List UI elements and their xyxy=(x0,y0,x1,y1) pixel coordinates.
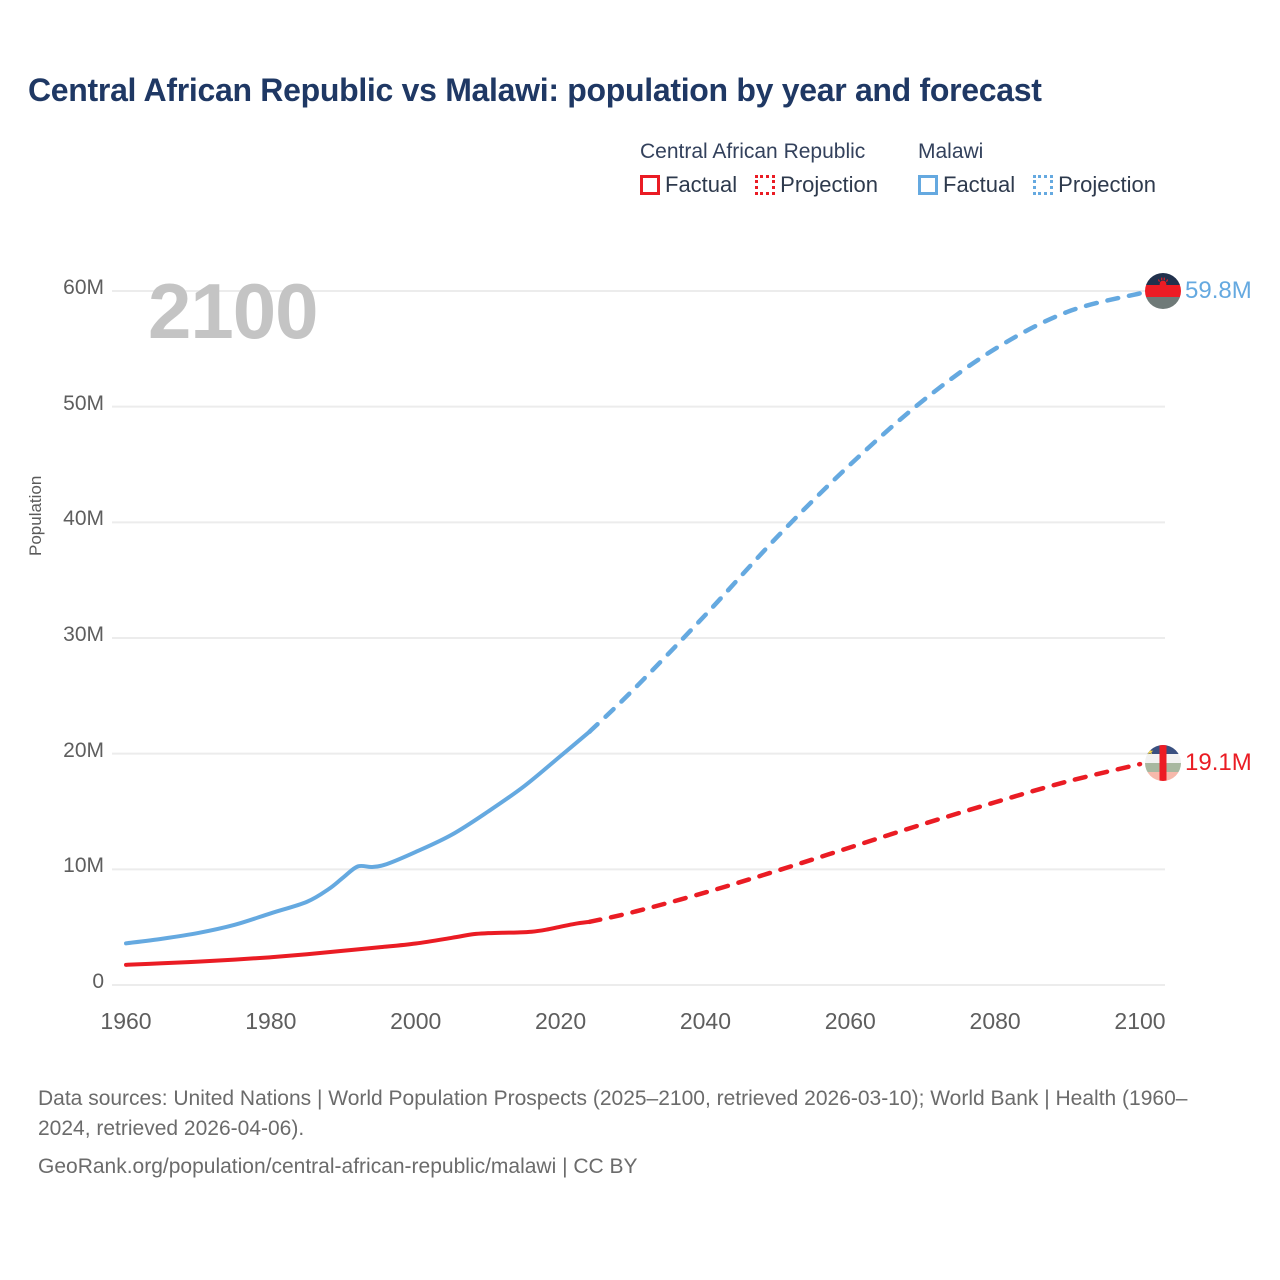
car-factual-line xyxy=(124,919,592,967)
legend-item-malawi-projection[interactable]: Projection xyxy=(1033,172,1156,198)
car-end-value-label: 19.1M xyxy=(1185,749,1252,776)
malawi-factual-line xyxy=(124,729,592,946)
legend-item-car-factual[interactable]: Factual xyxy=(640,172,737,198)
y-axis-tick-label: 30M xyxy=(63,623,104,646)
legend-label-malawi-projection: Projection xyxy=(1058,172,1156,197)
legend-item-malawi-factual[interactable]: Factual xyxy=(918,172,1015,198)
legend-group-title-car: Central African Republic xyxy=(640,140,866,163)
x-axis-tick-label: 2080 xyxy=(969,1008,1021,1034)
malawi-end-value-label: 59.8M xyxy=(1185,277,1252,304)
legend-label-malawi-factual: Factual xyxy=(943,172,1016,197)
gridlines xyxy=(112,290,1165,986)
dotted-square-outline-icon xyxy=(755,175,776,195)
source-link-text: GeoRank.org/population/central-african-r… xyxy=(38,1154,638,1178)
chart-footer: Data sources: United Nations | World Pop… xyxy=(38,1084,1238,1179)
y-axis-tick-label: 0 xyxy=(92,970,104,993)
legend-label-car-factual: Factual xyxy=(665,172,738,197)
solid-square-outline-icon xyxy=(918,175,938,195)
x-axis-tick-label: 2100 xyxy=(1114,1008,1166,1034)
x-axis-tick-label: 2020 xyxy=(534,1008,587,1034)
y-axis-tick-label: 20M xyxy=(63,738,104,762)
x-axis-tick-label: 1960 xyxy=(100,1008,152,1034)
y-axis-tick-label: 50M xyxy=(63,391,104,415)
legend-label-car-projection: Projection xyxy=(780,172,878,197)
legend-item-car-projection[interactable]: Projection xyxy=(755,172,878,198)
x-axis-tick-label: 1980 xyxy=(245,1008,297,1034)
page-title: Central African Republic vs Malawi: popu… xyxy=(28,72,1042,108)
y-axis-tick-label: 10M xyxy=(63,854,104,878)
legend-group-malawi: Malawi Factual Projection xyxy=(918,140,1156,198)
year-watermark: 2100 xyxy=(148,267,319,355)
plot-area xyxy=(112,290,1165,986)
x-axis-tick-label: 2040 xyxy=(679,1008,731,1034)
legend-group-title-malawi: Malawi xyxy=(918,140,984,163)
x-axis-tick-label: 2000 xyxy=(390,1008,442,1034)
central-african-republic-flag-icon xyxy=(1145,745,1181,781)
chart-legend: Central African Republic Factual Project… xyxy=(640,140,1260,198)
y-axis-tick-label: 40M xyxy=(63,507,104,531)
solid-square-outline-icon xyxy=(640,175,660,195)
malawi-flag-icon xyxy=(1145,273,1181,309)
car-projection-line xyxy=(587,761,1143,925)
legend-group-car: Central African Republic Factual Project… xyxy=(640,140,878,198)
series-lines xyxy=(124,291,1143,967)
data-sources-text: Data sources: United Nations | World Pop… xyxy=(38,1087,1188,1141)
malawi-projection-line xyxy=(587,291,1143,734)
dotted-square-outline-icon xyxy=(1033,175,1054,195)
x-axis-tick-label: 2060 xyxy=(824,1008,876,1034)
y-axis-tick-label: 60M xyxy=(63,276,104,299)
